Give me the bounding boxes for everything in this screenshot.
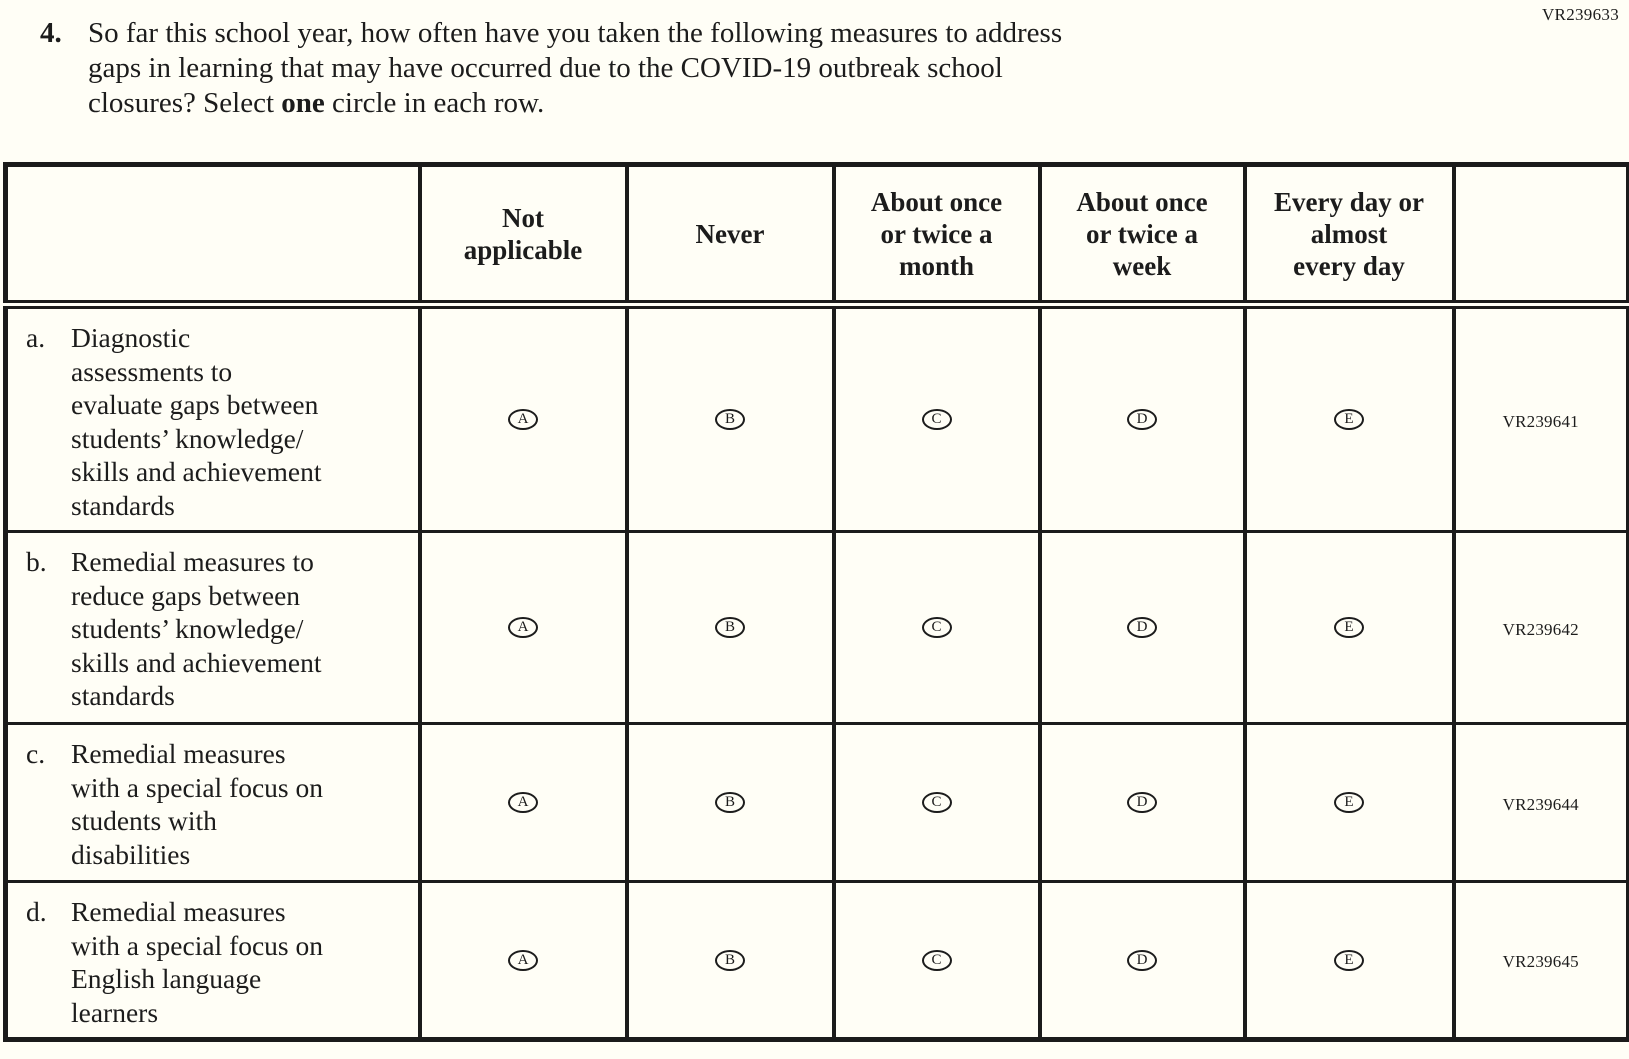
row-d-option-bubble-D[interactable]: D [1127,949,1157,971]
row-b-cell-never: B [624,530,836,725]
row-a-option-bubble-B[interactable]: B [715,409,745,430]
row-c-label-cell: c. Remedial measures with a special focu… [3,722,422,883]
row-d-cell-once-twice-month: C [831,880,1042,1041]
row-a-cell-once-twice-week: D [1037,303,1247,533]
row-a-option-bubble-D[interactable]: D [1127,409,1157,430]
row-d-code: VR239645 [1451,880,1629,1041]
row-c-cell-every-day: E [1242,722,1456,883]
table-row-a: a. Diagnostic assessments to evaluate ga… [3,303,1629,533]
row-a-code: VR239641 [1451,303,1629,533]
table-row-b: b. Remedial measures to reduce gaps betw… [3,530,1629,725]
row-b-option-bubble-A[interactable]: A [508,617,538,638]
question-text-part1: So far this school year, how often have … [88,17,1063,119]
row-c-letter: c. [26,738,46,769]
row-b-cell-once-twice-month: C [831,530,1042,725]
header-never: Never [624,163,836,309]
page-code: VR239633 [1541,5,1619,24]
row-a-label: Diagnostic assessments to evaluate gaps … [71,322,322,521]
row-d-label: Remedial measures with a special focus o… [71,896,324,1028]
question-text: So far this school year, how often have … [88,16,1062,121]
response-grid-table: Not applicable Never About once or twice… [3,162,1629,1042]
table-row-d: d. Remedial measures with a special focu… [3,880,1629,1041]
row-a-cell-once-twice-month: C [831,303,1042,533]
row-d-cell-not-applicable: A [417,880,629,1041]
row-c-code: VR239644 [1451,722,1629,883]
row-d-cell-once-twice-week: D [1037,880,1247,1041]
header-every-day: Every day or almost every day [1242,163,1456,309]
row-a-letter: a. [26,322,46,353]
header-once-twice-month: About once or twice a month [831,163,1042,309]
row-c-cell-not-applicable: A [417,722,629,883]
row-c-option-bubble-B[interactable]: B [715,792,745,813]
question-block: 4. So far this school year, how often ha… [40,16,1440,121]
row-b-cell-every-day: E [1242,530,1456,725]
row-c-option-bubble-D[interactable]: D [1127,792,1157,813]
row-c-option-bubble-E[interactable]: E [1334,792,1364,813]
row-b-code: VR239642 [1451,530,1629,725]
header-once-twice-week: About once or twice a week [1037,163,1247,309]
row-d-cell-never: B [624,880,836,1041]
row-a-cell-never: B [624,303,836,533]
question-text-part2: circle in each row. [324,87,545,119]
question-number: 4. [40,17,62,49]
row-c-cell-once-twice-month: C [831,722,1042,883]
row-a-cell-not-applicable: A [417,303,629,533]
row-c-cell-once-twice-week: D [1037,722,1247,883]
row-c-option-bubble-C[interactable]: C [921,792,952,813]
row-d-option-bubble-A[interactable]: A [508,949,538,971]
header-row: Not applicable Never About once or twice… [3,163,1629,309]
row-b-option-bubble-E[interactable]: E [1334,617,1364,638]
header-not-applicable: Not applicable [417,163,629,309]
row-d-cell-every-day: E [1242,880,1456,1041]
header-code-empty [1451,163,1629,309]
row-d-option-bubble-C[interactable]: C [921,949,952,971]
row-d-letter: d. [26,896,47,927]
row-a-option-bubble-A[interactable]: A [508,409,538,430]
row-b-cell-not-applicable: A [417,530,629,725]
row-b-option-bubble-B[interactable]: B [715,617,745,638]
row-b-label: Remedial measures to reduce gaps between… [71,546,322,711]
row-a-option-bubble-C[interactable]: C [921,409,952,430]
row-b-letter: b. [26,546,47,577]
row-d-label-cell: d. Remedial measures with a special focu… [3,880,422,1041]
row-c-cell-never: B [624,722,836,883]
row-a-cell-every-day: E [1242,303,1456,533]
row-b-option-bubble-D[interactable]: D [1127,617,1157,638]
question-bold-word: one [281,87,325,119]
row-b-label-cell: b. Remedial measures to reduce gaps betw… [3,530,422,725]
row-a-option-bubble-E[interactable]: E [1334,409,1364,430]
header-stub-empty [3,163,422,309]
table-row-c: c. Remedial measures with a special focu… [3,722,1629,883]
row-c-label: Remedial measures with a special focus o… [71,738,324,870]
row-d-option-bubble-B[interactable]: B [715,949,745,971]
row-c-option-bubble-A[interactable]: A [508,792,538,813]
row-b-option-bubble-C[interactable]: C [921,617,952,638]
row-d-option-bubble-E[interactable]: E [1334,949,1364,971]
row-a-label-cell: a. Diagnostic assessments to evaluate ga… [3,303,422,533]
row-b-cell-once-twice-week: D [1037,530,1247,725]
